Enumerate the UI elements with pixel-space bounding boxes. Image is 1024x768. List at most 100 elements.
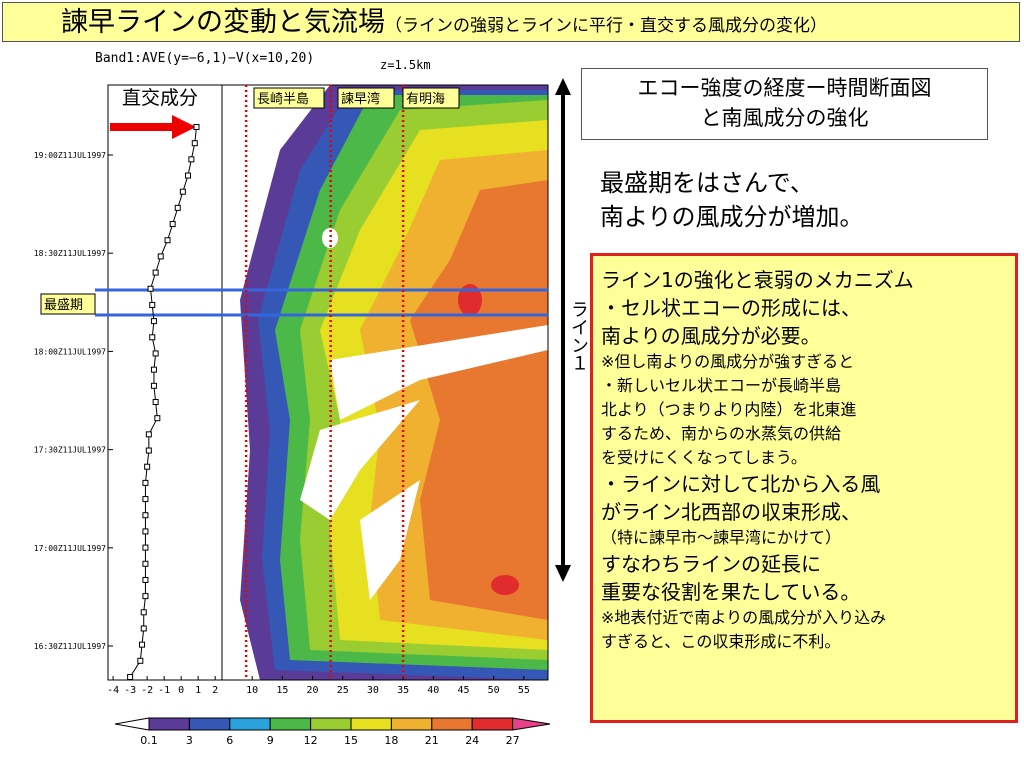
mechanism-line: がライン北西部の収束形成、 [601, 500, 861, 524]
x-tick-label: 30 [367, 685, 379, 696]
profile-point [149, 301, 156, 308]
colorbar-label: 15 [344, 734, 358, 747]
profile-point [179, 188, 186, 195]
region-label: 長崎半島 [257, 92, 309, 107]
x-tick-label: -3 [124, 685, 136, 696]
profile-point [142, 593, 149, 600]
profile-point [150, 366, 157, 373]
text: エコー強度の経度ー時間断面図 [637, 76, 932, 100]
y-tick-label: 16:30Z11JUL1997 [34, 642, 106, 651]
profile-point [142, 512, 149, 519]
peak-label: 最盛期 [44, 298, 83, 313]
y-tick-label: 18:30Z11JUL1997 [34, 249, 106, 258]
mechanism-line: 重要な役割を果たしている。 [601, 580, 861, 604]
profile-point [144, 463, 151, 470]
region-box [337, 87, 395, 109]
profile-point [164, 237, 171, 244]
region-box [402, 87, 460, 109]
mechanism-line: すなわちラインの延長に [601, 552, 821, 576]
echo-contours [240, 85, 548, 680]
x-tick-label: 10 [246, 685, 258, 696]
subtitle: （ラインの強弱とラインに平行・直交する風成分の変化） [385, 16, 827, 36]
colorbar-label: 27 [506, 734, 520, 747]
x-tick-label: 40 [427, 685, 439, 696]
plot-frame [107, 84, 549, 681]
profile-point [150, 382, 157, 389]
profile-point [127, 674, 134, 680]
mechanism-line: 北より（つまりより内陸）を北東進 [601, 400, 857, 419]
x-tick-label: -2 [141, 685, 153, 696]
profile-line [129, 126, 197, 678]
profile-point [154, 415, 161, 422]
colorbar-segment [148, 717, 190, 731]
profile-point [169, 221, 176, 228]
mechanism-line: ※地表付近で南よりの風成分が入り込み [601, 608, 887, 627]
y-tick-label: 17:30Z11JUL1997 [34, 446, 106, 455]
profile-point [145, 447, 152, 454]
profile-point [139, 641, 146, 648]
panel-label: 直交成分 [122, 87, 198, 109]
profile-point [145, 431, 152, 438]
colorbar-segment [390, 717, 433, 731]
mechanism-line: ・新しいセル状エコーが長崎半島 [601, 376, 842, 395]
profile-point [142, 560, 149, 567]
title-bar: 諫早ラインの変動と気流場（ラインの強弱とラインに平行・直交する風成分の変化） [2, 2, 1020, 42]
mechanism-line: ※但し南よりの風成分が強すぎると [601, 352, 855, 371]
profile-point [188, 156, 195, 163]
profile-point [184, 172, 191, 179]
colorbar-segment [310, 717, 352, 731]
profile-point [157, 253, 164, 260]
profile-point [152, 399, 159, 405]
mechanism-line: を受けにくくなってしまう。 [601, 448, 807, 467]
title: 諫早ラインの変動と気流場 [61, 7, 385, 38]
colorbar-segment [269, 717, 312, 731]
info-box: エコー強度の経度ー時間断面図 と南風成分の強化 [581, 68, 988, 140]
mechanism-line: ・セル状エコーの形成には、 [601, 296, 861, 320]
colorbar-segment [471, 717, 514, 731]
profile-point [147, 285, 154, 292]
profile-point [174, 204, 181, 211]
region-box [253, 87, 325, 109]
mechanism-line: すぎると、この収束形成に不利。 [601, 632, 841, 651]
x-tick-label: 15 [276, 685, 288, 696]
profile-point [193, 124, 200, 130]
y-tick-label: 19:00Z11JUL1997 [34, 151, 106, 160]
mechanism-line: （特に諫早市～諫早湾にかけて） [601, 528, 842, 547]
colorbar-segment [188, 717, 231, 731]
profile-point [142, 576, 149, 583]
x-tick-label: 35 [397, 685, 409, 696]
mechanism-line: ・ラインに対して北から入る風 [601, 472, 881, 496]
profile-point [137, 657, 144, 664]
colorbar-label: 3 [186, 734, 193, 747]
x-tick-label: 45 [457, 685, 469, 696]
profile-point [149, 334, 156, 341]
y-tick-label: 17:00Z11JUL1997 [34, 544, 106, 553]
peak-box [40, 293, 96, 315]
colorbar-label: 24 [465, 734, 479, 747]
profile-point [142, 479, 149, 486]
colorbar-label: 9 [267, 734, 274, 747]
text: 南よりの風成分が増加。 [600, 203, 864, 231]
x-tick-label: 0 [178, 685, 184, 696]
x-tick-label: 1 [195, 685, 201, 696]
colorbar-end [512, 717, 551, 731]
y-tick-label: 18:00Z11JUL1997 [34, 347, 106, 356]
profile-point [152, 350, 159, 357]
colorbar-end [114, 717, 150, 731]
x-tick-label: 20 [307, 685, 319, 696]
colorbar-segment [229, 717, 271, 731]
x-tick-label: -4 [107, 685, 119, 696]
mechanism-title: ライン1の強化と衰弱のメカニズム [601, 268, 914, 292]
region-label: 有明海 [406, 92, 445, 107]
colorbar-label: 18 [384, 734, 398, 747]
profile-point [142, 528, 149, 535]
profile-point [142, 496, 149, 503]
colorbar-label: 12 [304, 734, 318, 747]
colorbar-label: 6 [226, 734, 233, 747]
mechanism-line: 南よりの風成分が必要。 [601, 324, 821, 348]
profile-point [150, 318, 157, 325]
colorbar-segment [431, 717, 473, 731]
colorbar-label: 0.1 [140, 734, 158, 747]
